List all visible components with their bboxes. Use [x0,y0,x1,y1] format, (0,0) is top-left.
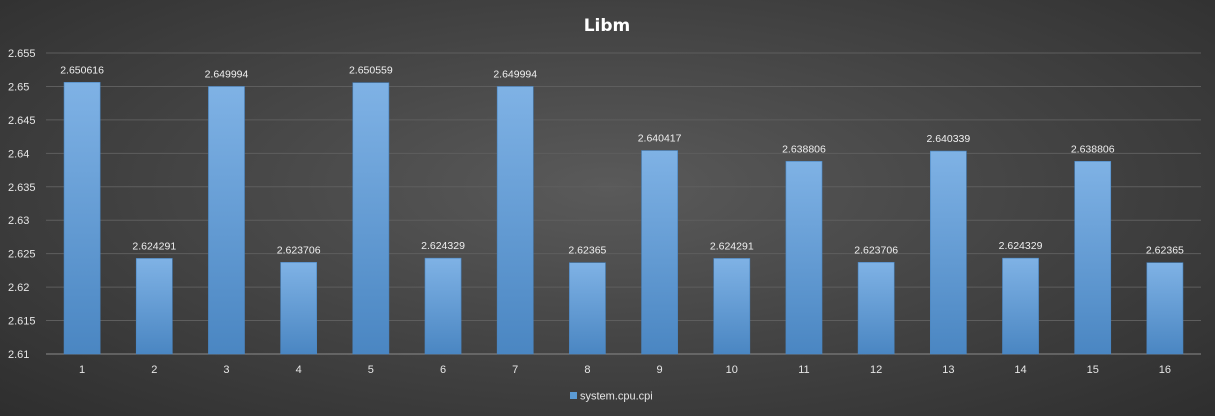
y-axis: 2.61 2.615 2.62 2.625 2.63 2.635 2.64 2.645 2.65… [8,48,36,361]
data-label: 2.650559 [349,65,393,77]
y-tick-label: 2.61 [8,349,29,361]
x-tick-label: 3 [223,364,229,376]
y-tick-label: 2.625 [8,249,36,261]
legend: system.cpu.cpi [570,391,653,403]
data-label: 2.624291 [710,240,754,252]
data-label: 2.638806 [782,143,826,155]
bar [496,86,534,355]
x-axis: 1 2 3 4 5 6 7 8 9 10 11 12 13 14 15 16 [79,364,1171,376]
y-tick-label: 2.63 [8,215,29,227]
data-label: 2.623706 [277,244,321,256]
bar [785,161,823,355]
bar [929,150,967,355]
y-tick-label: 2.635 [8,182,36,194]
x-tick-label: 8 [584,364,590,376]
x-tick-label: 16 [1159,364,1171,376]
bar [208,86,245,355]
data-label: 2.624291 [132,240,176,252]
data-label: 2.650616 [60,64,104,76]
bar [569,262,606,355]
data-label: 2.649994 [205,68,249,80]
legend-swatch [570,392,577,399]
bar [424,257,462,355]
x-tick-label: 12 [870,364,882,376]
x-tick-label: 1 [79,364,85,376]
x-tick-label: 4 [296,364,302,376]
x-tick-label: 13 [942,364,954,376]
bar [1074,161,1112,355]
y-tick-label: 2.64 [8,148,29,160]
bar [280,262,318,355]
x-tick-label: 14 [1014,364,1026,376]
chart-title: Libm [584,16,631,36]
x-tick-label: 7 [512,364,518,376]
x-tick-label: 9 [657,364,663,376]
data-labels: 2.650616 2.624291 2.649994 2.623706 2.650559… [60,64,1184,256]
y-tick-label: 2.645 [8,115,36,127]
x-tick-label: 6 [440,364,446,376]
legend-label: system.cpu.cpi [580,391,653,403]
x-tick-label: 15 [1087,364,1099,376]
y-tick-label: 2.62 [8,282,29,294]
x-tick-label: 10 [726,364,738,376]
bar [641,150,678,355]
bar [713,258,751,355]
y-tick-label: 2.615 [8,316,36,328]
bar [135,258,173,355]
y-tick-label: 2.65 [8,81,29,93]
x-tick-label: 5 [368,364,374,376]
data-label: 2.649994 [493,68,537,80]
bar [63,82,101,355]
bar [1002,257,1039,355]
x-tick-label: 11 [798,364,809,376]
bar [1146,262,1184,355]
bars [63,82,1184,355]
data-label: 2.624329 [999,240,1043,252]
data-label: 2.624329 [421,240,465,252]
data-label: 2.62365 [1146,245,1184,257]
x-tick-label: 2 [151,364,157,376]
data-label: 2.62365 [568,245,606,257]
data-label: 2.640417 [638,133,682,145]
bar [352,82,390,355]
bar [857,262,895,355]
y-tick-label: 2.655 [8,48,36,60]
data-label: 2.640339 [926,133,970,145]
data-label: 2.638806 [1071,143,1115,155]
data-label: 2.623706 [854,244,898,256]
